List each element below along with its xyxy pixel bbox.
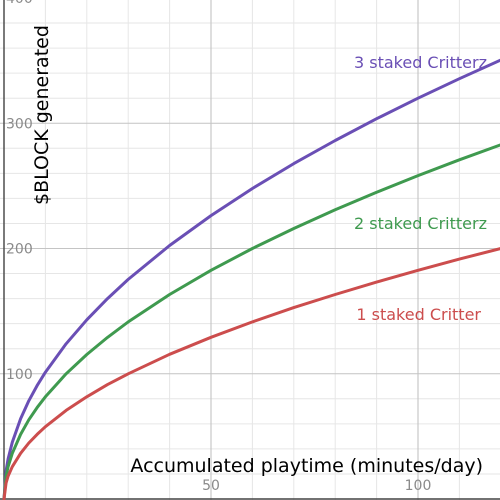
y-tick-label: 400 [6,0,33,7]
series-label-1-staked-critter: 1 staked Critter [356,305,481,324]
series-lines [2,58,500,500]
tick-labels: 50 100 100 200 300 400 [6,0,431,494]
y-tick-label: 100 [6,367,33,383]
series-line-1 [2,143,500,500]
series-label-2-staked-critterz: 2 staked Critterz [354,214,487,233]
y-tick-label: 200 [6,242,33,258]
series-line-2 [2,247,500,500]
series-label-3-staked-critterz: 3 staked Critterz [354,53,487,72]
x-tick-label: 100 [405,478,432,494]
y-tick-label: 300 [6,116,33,132]
series-line-0 [2,58,500,500]
y-axis-label: $BLOCK generated [31,25,53,205]
x-tick-label: 50 [202,478,220,494]
series-labels: 3 staked Critterz 2 staked Critterz 1 st… [354,53,487,324]
x-axis-label: Accumulated playtime (minutes/day) [130,455,483,477]
